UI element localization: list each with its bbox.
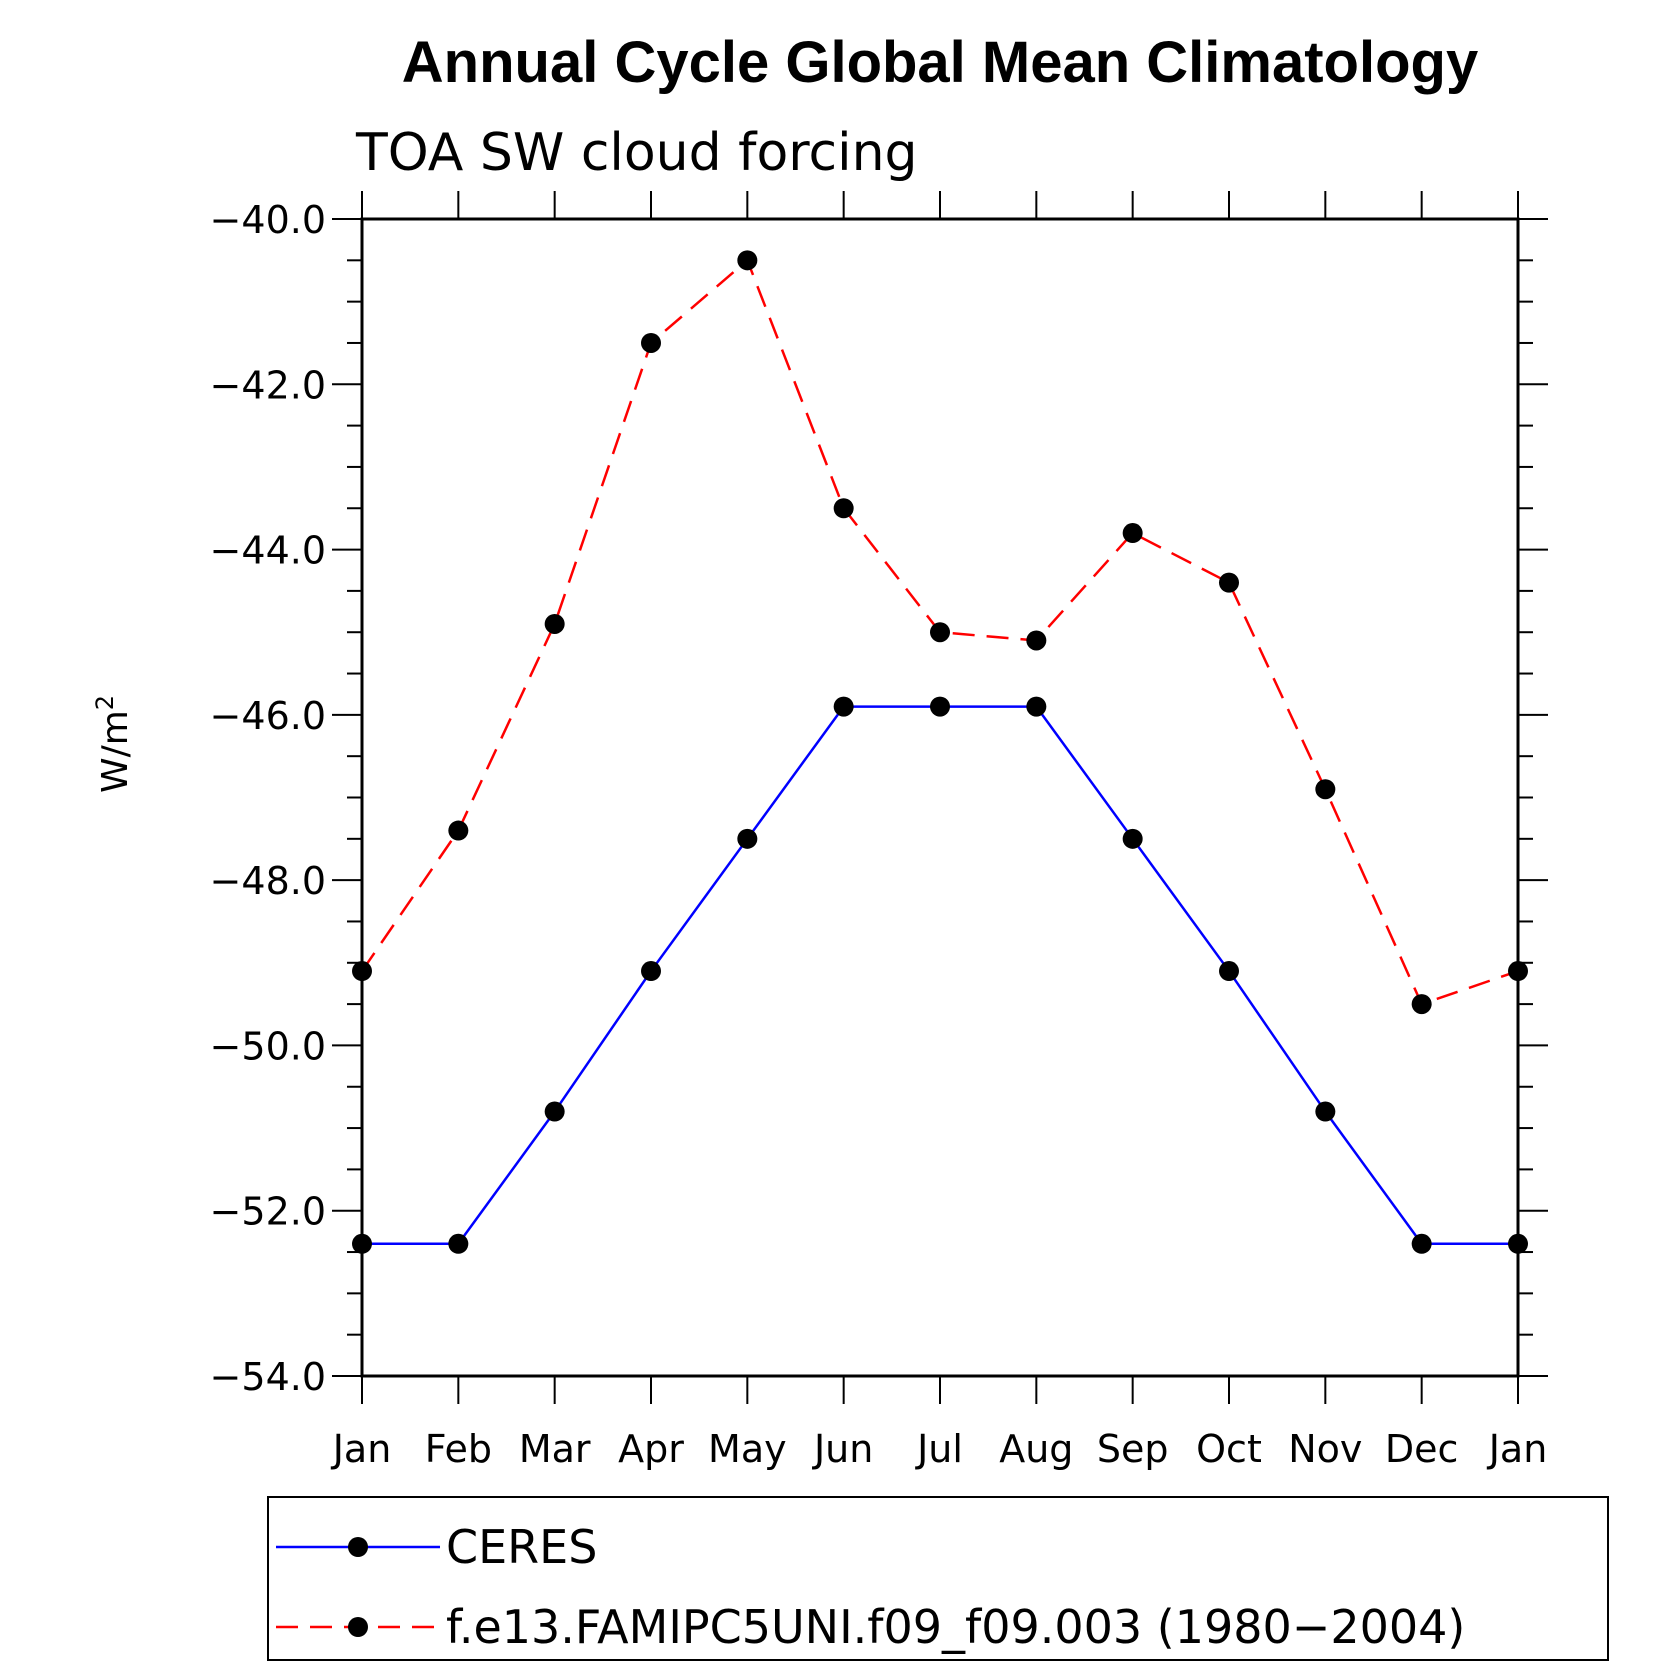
data-point: [930, 696, 950, 717]
data-point: [448, 1233, 469, 1254]
data-point: [1411, 994, 1432, 1015]
legend-box: [267, 1496, 1609, 1661]
data-point: [1508, 961, 1528, 982]
x-axis-ticks: Jan Feb Mar Apr May Jun Jul Aug Sep Oct Nov Dec Jan: [331, 191, 1548, 1471]
data-point: [641, 332, 661, 353]
chart-title: Annual Cycle Global Mean Climatology: [402, 30, 1478, 95]
x-tick-label: Sep: [1097, 1427, 1169, 1471]
legend: CERES f.e13.FAMIPC5UNI.f09_f09.003 (1980−…: [267, 1496, 1609, 1661]
data-point: [1219, 961, 1239, 982]
data-point: [544, 1101, 565, 1122]
x-tick-label: Nov: [1288, 1427, 1362, 1471]
x-tick-label: Jul: [915, 1427, 963, 1471]
y-axis-label: W/m2: [91, 695, 136, 793]
x-tick-label: Oct: [1196, 1427, 1262, 1471]
legend-marker: [348, 1537, 368, 1557]
data-point: [352, 961, 372, 982]
data-point: [544, 613, 565, 634]
data-point: [737, 250, 758, 271]
y-tick-label: −42.0: [210, 363, 326, 407]
data-point: [1508, 1233, 1528, 1254]
plot-frame: [360, 217, 1520, 1378]
data-point: [448, 820, 469, 841]
series-layer: [352, 250, 1528, 1254]
series-2: [352, 250, 1528, 1015]
x-tick-label: Jan: [331, 1427, 392, 1471]
plot-axes: [360, 217, 1520, 1378]
data-point: [1315, 779, 1336, 800]
legend-label: f.e13.FAMIPC5UNI.f09_f09.003 (1980−2004): [446, 1600, 1465, 1654]
y-axis-label-unit: W/m: [95, 710, 136, 793]
series-line: [362, 705, 1518, 1246]
data-point: [1026, 630, 1047, 651]
data-point: [1411, 1233, 1432, 1254]
y-tick-label: −48.0: [210, 859, 326, 903]
data-point: [1122, 523, 1143, 544]
data-point: [1315, 1101, 1336, 1122]
data-point: [641, 961, 661, 982]
x-tick-label: Jan: [1487, 1427, 1548, 1471]
data-point: [352, 1233, 372, 1254]
data-point: [737, 828, 758, 849]
y-tick-label: −40.0: [210, 198, 326, 242]
data-point: [833, 498, 854, 519]
x-tick-label: Feb: [425, 1427, 492, 1471]
y-tick-label: −46.0: [210, 694, 326, 738]
chart-subtitle: TOA SW cloud forcing: [355, 123, 918, 183]
y-axis-label-superscript: 2: [91, 695, 119, 710]
x-tick-label: Dec: [1385, 1427, 1459, 1471]
legend-label: CERES: [446, 1520, 597, 1574]
x-tick-label: Mar: [519, 1427, 591, 1471]
x-tick-label: Apr: [618, 1427, 684, 1471]
data-point: [833, 696, 854, 717]
legend-item: f.e13.FAMIPC5UNI.f09_f09.003 (1980−2004): [276, 1600, 1465, 1654]
legend-marker: [348, 1617, 368, 1637]
x-tick-label: Aug: [999, 1427, 1073, 1471]
data-point: [1122, 828, 1143, 849]
y-axis-ticks: −40.0 −42.0 −44.0 −46.0 −48.0 −50.0 −52.0 −54.0: [210, 198, 1548, 1399]
data-point: [1026, 696, 1047, 717]
legend-item: CERES: [276, 1520, 597, 1574]
data-point: [930, 622, 950, 643]
x-tick-label: Jun: [812, 1427, 873, 1471]
series-1: [352, 696, 1528, 1254]
y-tick-label: −54.0: [210, 1355, 326, 1399]
y-tick-label: −44.0: [210, 529, 326, 573]
y-tick-label: −50.0: [210, 1024, 326, 1068]
y-tick-label: −52.0: [210, 1190, 326, 1234]
data-point: [1219, 572, 1239, 593]
x-tick-label: May: [708, 1427, 787, 1471]
legend-items: CERES f.e13.FAMIPC5UNI.f09_f09.003 (1980−…: [276, 1520, 1465, 1654]
